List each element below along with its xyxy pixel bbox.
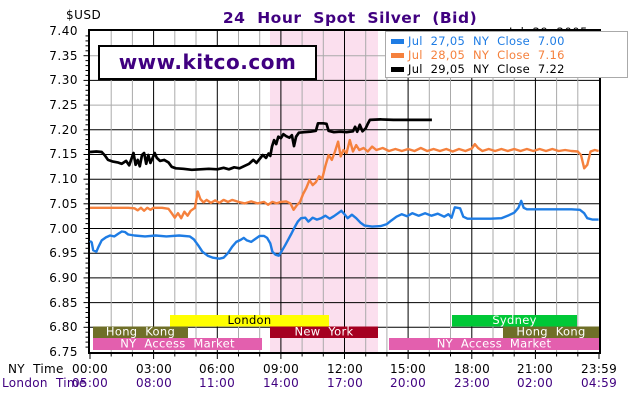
legend-swatch-jul28 <box>391 52 404 58</box>
series-line-0 <box>89 199 599 260</box>
legend-item: Jul 27,05 NY Close 7.00 <box>391 34 627 48</box>
session-bar-label: NY Access Market <box>437 337 552 351</box>
y-axis-label: 7.00 <box>49 222 78 236</box>
session-bar-label: Sydney <box>492 313 536 327</box>
session-bar <box>170 315 329 327</box>
session-bar-label: NY Access Market <box>120 337 235 351</box>
x-axis-label-ny: 12:00 <box>326 362 364 376</box>
x-axis-label-ny: 15:00 <box>389 362 427 376</box>
y-axis-label: 7.35 <box>49 49 78 63</box>
ny-session-highlight-band <box>270 31 378 352</box>
session-bar <box>270 326 378 338</box>
currency-label: $USD <box>66 8 102 22</box>
y-axis-label: 7.25 <box>49 98 78 112</box>
x-axis-label-london: 02:00 <box>516 376 554 390</box>
legend-swatch-jul27 <box>391 38 404 44</box>
session-bar <box>389 338 599 350</box>
kitco-watermark: www.kitco.com <box>98 45 317 80</box>
legend-item: Jul 28,05 NY Close 7.16 <box>391 48 627 62</box>
legend-swatch-jul29 <box>391 66 404 72</box>
y-axis-label: 6.80 <box>49 320 78 334</box>
kitco-watermark-text: www.kitco.com <box>118 50 297 74</box>
london-time-row-label: London Time <box>2 376 87 390</box>
y-axis-label: 6.95 <box>49 246 78 260</box>
legend-label-jul27: Jul 27,05 NY Close 7.00 <box>408 34 565 48</box>
ny-time-row-label: NY Time <box>8 362 64 376</box>
y-axis-label: 7.30 <box>49 73 78 87</box>
legend-item: Jul 29,05 NY Close 7.22 <box>391 62 627 76</box>
x-axis-label-ny: 18:00 <box>453 362 491 376</box>
x-axis-label-london: 20:00 <box>389 376 427 390</box>
legend-label-jul29: Jul 29,05 NY Close 7.22 <box>408 62 565 76</box>
session-bar-label: London <box>228 313 272 327</box>
y-axis-label: 6.90 <box>49 271 78 285</box>
y-axis-label: 7.10 <box>49 172 78 186</box>
x-axis-label-ny: 06:00 <box>198 362 236 376</box>
x-axis-label-ny: 03:00 <box>135 362 173 376</box>
x-axis-label-ny: 00:00 <box>71 362 109 376</box>
series-line-2 <box>89 118 432 172</box>
session-bar-label: Hong Kong <box>516 325 585 339</box>
series-line-1 <box>90 138 599 220</box>
legend-label-jul28: Jul 28,05 NY Close 7.16 <box>408 48 565 62</box>
x-axis-label-london: 05:00 <box>71 376 109 390</box>
session-bar <box>503 326 599 338</box>
y-axis-label: 7.20 <box>49 123 78 137</box>
x-axis-label-london: 11:00 <box>198 376 236 390</box>
x-axis-label-london: 23:00 <box>453 376 491 390</box>
y-axis-label: 7.40 <box>49 24 78 38</box>
x-axis-label-ny: 23:59 <box>580 362 618 376</box>
y-axis-label: 6.85 <box>49 296 78 310</box>
x-axis-label-ny: 21:00 <box>516 362 554 376</box>
x-axis-label-london: 08:00 <box>135 376 173 390</box>
page-title: 24 Hour Spot Silver (Bid) <box>222 9 478 27</box>
y-axis-label: 6.75 <box>49 345 78 359</box>
session-bar-label: New York <box>294 325 353 339</box>
x-axis-label-london: 14:00 <box>262 376 300 390</box>
x-axis-label-ny: 09:00 <box>262 362 300 376</box>
session-bar <box>452 315 577 327</box>
session-bar-label: Hong Kong <box>106 325 175 339</box>
session-bar <box>93 338 262 350</box>
y-axis-label: 7.05 <box>49 197 78 211</box>
session-bar <box>93 326 188 338</box>
x-axis-label-london: 04:59 <box>580 376 618 390</box>
legend: Jul 27,05 NY Close 7.00 Jul 28,05 NY Clo… <box>385 31 628 78</box>
x-axis-label-london: 17:00 <box>326 376 364 390</box>
y-axis-label: 7.15 <box>49 147 78 161</box>
